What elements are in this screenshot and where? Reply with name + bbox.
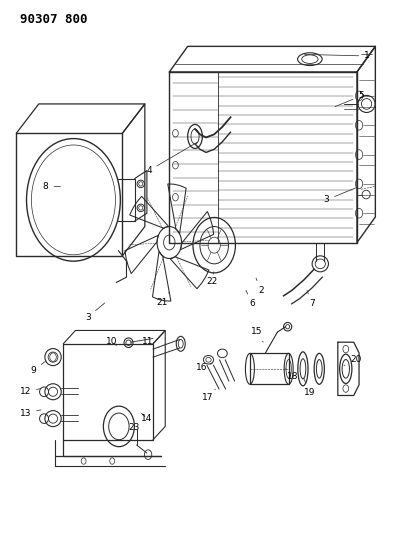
Text: 20: 20 — [344, 355, 361, 366]
Text: 19: 19 — [304, 378, 315, 397]
Text: 22: 22 — [206, 272, 218, 286]
Text: 21: 21 — [157, 292, 169, 307]
Text: 3: 3 — [324, 188, 357, 204]
Text: 1: 1 — [305, 52, 370, 60]
Text: 7: 7 — [307, 290, 315, 308]
Text: 2: 2 — [256, 278, 264, 295]
Text: 14: 14 — [141, 414, 153, 423]
Text: 17: 17 — [202, 389, 215, 401]
Text: 3: 3 — [85, 303, 105, 321]
Text: 11: 11 — [142, 337, 159, 348]
Text: 4: 4 — [146, 142, 197, 175]
Text: 10: 10 — [106, 337, 118, 345]
Text: 90307 800: 90307 800 — [20, 13, 88, 26]
Text: 15: 15 — [251, 327, 263, 342]
Text: 16: 16 — [196, 364, 212, 372]
Text: 8: 8 — [43, 182, 60, 191]
Text: 9: 9 — [31, 361, 46, 375]
Text: 5: 5 — [335, 92, 364, 107]
Text: 6: 6 — [246, 290, 255, 308]
Text: 23: 23 — [128, 417, 140, 432]
Text: 12: 12 — [20, 387, 41, 396]
Text: 13: 13 — [20, 409, 41, 417]
Text: 18: 18 — [286, 369, 299, 381]
